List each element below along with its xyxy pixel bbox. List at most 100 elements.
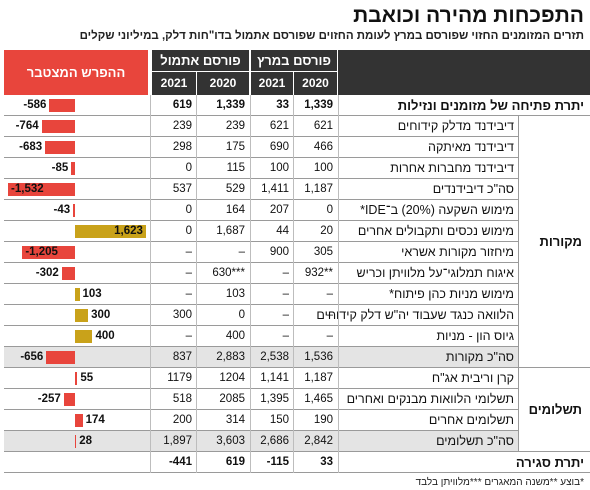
row-shade	[4, 347, 518, 368]
row-line	[4, 136, 518, 137]
cell: 619	[172, 99, 192, 111]
cell: 175	[225, 141, 245, 153]
diff-label: -656	[20, 351, 44, 363]
cell: 0	[185, 162, 192, 174]
row-line	[4, 157, 518, 158]
cell: 621	[269, 120, 289, 132]
row-line	[4, 388, 518, 389]
cell: –	[326, 288, 333, 300]
diff-bar	[61, 267, 75, 280]
diff-bar	[75, 330, 93, 343]
cell: -115	[266, 456, 289, 468]
cell: 164	[225, 204, 245, 216]
row-label: סה"כ תשלומים	[436, 434, 514, 448]
cell: 2085	[219, 393, 245, 405]
cell: –	[282, 330, 289, 342]
cell: 621	[313, 120, 333, 132]
diff-bar	[41, 120, 75, 133]
cell: –	[326, 309, 333, 321]
diff-bar	[63, 393, 75, 406]
diff-label: 1,623	[114, 225, 143, 237]
cell: 200	[172, 414, 192, 426]
cell: 400	[225, 330, 245, 342]
cell: 1,465	[304, 393, 333, 405]
row-line	[4, 178, 518, 179]
cell: 837	[172, 351, 192, 363]
row-line	[4, 451, 590, 452]
cell: –	[282, 267, 289, 279]
cell: 100	[313, 162, 333, 174]
cell: 239	[172, 120, 192, 132]
diff-label: -302	[35, 267, 59, 279]
header-bg	[338, 50, 590, 95]
cell: 305	[313, 246, 333, 258]
cell: 1,187	[304, 372, 333, 384]
column-rule	[196, 95, 197, 473]
cell: 0	[326, 204, 333, 216]
cell: 33	[320, 456, 333, 468]
diff-bar	[75, 435, 77, 448]
diff-bar	[71, 162, 75, 175]
row-label: סה"כ דיבידנדים	[432, 182, 514, 196]
diff-bar	[75, 288, 80, 301]
column-rule	[338, 95, 339, 473]
row-line	[4, 367, 590, 368]
cell: 466	[313, 141, 333, 153]
diff-label: 300	[91, 309, 111, 321]
row-label: דיבידנד מדלק קידוחים	[397, 119, 514, 133]
cell: 1,339	[304, 99, 333, 111]
title: התפכחות מהירה וכואבת	[353, 4, 584, 27]
column-rule	[293, 95, 294, 473]
cell: 1,411	[261, 183, 289, 195]
cell: 314	[225, 414, 245, 426]
cell: 1,395	[260, 393, 289, 405]
cell: -441	[168, 456, 192, 468]
diff-label: 174	[85, 414, 105, 426]
cell: 529	[225, 183, 245, 195]
row-label: מיחזור מקורות אשראי	[401, 245, 514, 259]
diff-bar	[8, 183, 75, 196]
cell: 2,538	[260, 351, 289, 363]
section-rule	[518, 368, 519, 452]
cell: 0	[238, 309, 245, 321]
row-label: יתרת סגירה	[515, 455, 584, 470]
group-header: פורסם במרץ	[251, 50, 337, 71]
section-label: תשלומים	[528, 402, 582, 417]
row-label: איגוח תמלוגי־על מלוויתן וכריש	[356, 266, 514, 280]
row-line	[4, 115, 590, 116]
cell: 300	[172, 309, 192, 321]
cell: 0	[185, 204, 192, 216]
cell: 207	[269, 204, 289, 216]
row-label: דיבידנד מאיתקה	[428, 140, 514, 154]
row-line	[4, 304, 518, 305]
cell: 103	[225, 288, 245, 300]
diff-label: 103	[82, 288, 102, 300]
diff-label: -257	[37, 393, 61, 405]
cell: 1179	[167, 372, 192, 384]
cell: 239	[225, 120, 245, 132]
section-rule	[518, 116, 519, 368]
cell: –	[238, 246, 245, 258]
row-line	[4, 325, 518, 326]
year-header: 2021	[152, 72, 196, 95]
column-rule	[250, 95, 251, 473]
cell: 100	[269, 162, 289, 174]
section-label: מקורות	[539, 234, 582, 249]
row-line	[4, 472, 590, 473]
cell: 0	[185, 225, 192, 237]
diff-label: 400	[95, 330, 115, 342]
cell: –	[185, 330, 192, 342]
diff-header: ההפרש המצטבר	[26, 65, 126, 80]
footnote: *בוצע **משנה המאגרים ***מלוויתן בלבד	[415, 477, 584, 488]
cell: 1,339	[216, 99, 245, 111]
diff-bar	[45, 141, 75, 154]
cell: –	[185, 267, 192, 279]
cell: –	[282, 309, 289, 321]
year-header: 2020	[294, 72, 337, 95]
cell: 115	[226, 162, 245, 174]
cell: 932**	[304, 267, 333, 279]
diff-label: -586	[23, 99, 47, 111]
cell: –	[185, 246, 192, 258]
row-label: יתרת פתיחה של מזומנים ונזילות	[397, 98, 584, 113]
